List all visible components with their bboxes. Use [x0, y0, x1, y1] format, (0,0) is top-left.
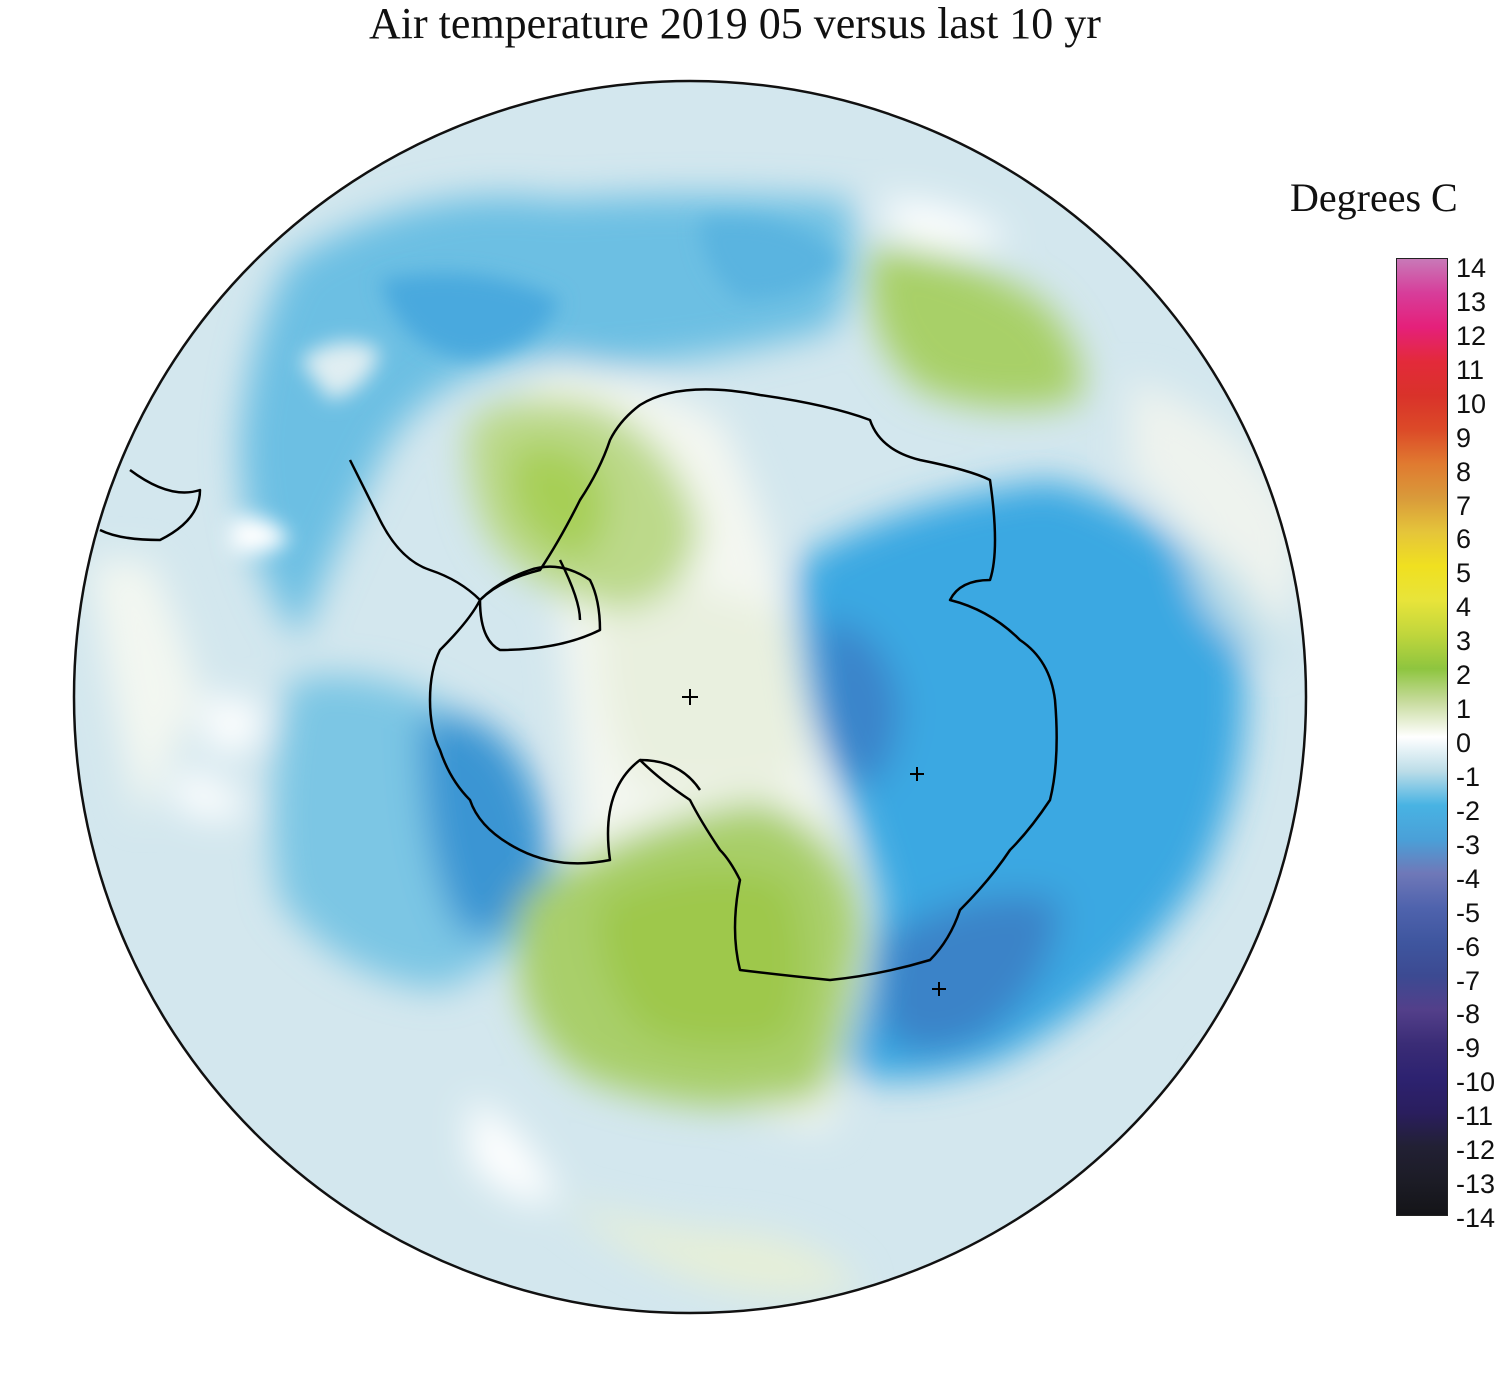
map-title: Air temperature 2019 05 versus last 10 y… [369, 0, 1101, 48]
legend-units-label: Degrees C [1290, 175, 1458, 220]
legend-tick-label: -3 [1456, 829, 1481, 860]
legend-tick-label: 11 [1456, 354, 1485, 385]
temperature-anomaly-field [74, 81, 1306, 1313]
legend-tick-label: 0 [1456, 728, 1472, 758]
station-markers [682, 689, 946, 996]
legend-tick-label: -7 [1456, 965, 1481, 996]
legend-tick-label: 14 [1456, 253, 1487, 283]
legend-tick-label: -5 [1456, 897, 1481, 928]
legend-tick-label: -11 [1456, 1101, 1494, 1132]
legend-tick-label: 2 [1456, 660, 1472, 691]
legend-tick-label: 3 [1456, 626, 1472, 657]
legend-tick-label: 5 [1456, 558, 1472, 589]
legend-tick-label: 10 [1456, 388, 1487, 419]
legend-tick-label: -10 [1456, 1067, 1496, 1098]
legend-tick-label: 7 [1456, 490, 1472, 521]
legend-tick-label: -12 [1456, 1135, 1496, 1166]
legend-tick-label: -1 [1456, 761, 1481, 792]
legend-tick-label: 1 [1456, 694, 1472, 725]
legend-tick-label: 13 [1456, 286, 1487, 317]
legend-tick-label: 12 [1456, 320, 1487, 351]
legend-tick-label: -6 [1456, 931, 1481, 962]
legend-tick-label: 4 [1456, 592, 1472, 623]
legend-tick-label: -2 [1456, 795, 1481, 826]
antarctic-coastline [99, 388, 1058, 982]
legend-tick-label: -9 [1456, 1033, 1481, 1064]
color-scale-bar [1396, 258, 1448, 1216]
legend-tick-label: -14 [1456, 1203, 1496, 1233]
map-boundary-circle [72, 79, 1308, 1315]
legend-tick-label: -13 [1456, 1169, 1496, 1200]
legend-tick-label: -8 [1456, 999, 1481, 1030]
legend-tick-label: 9 [1456, 422, 1472, 453]
legend-tick-label: 6 [1456, 524, 1472, 555]
legend-tick-label: -4 [1456, 863, 1481, 894]
legend-tick-label: 8 [1456, 456, 1472, 487]
color-scale-tick-labels: 14 13 12 11 10 9 8 7 6 5 4 3 2 1 0 -1 -2 -3 -4 -5 -6 -7 -8 -9 -1… [1456, 0, 1500, 1379]
